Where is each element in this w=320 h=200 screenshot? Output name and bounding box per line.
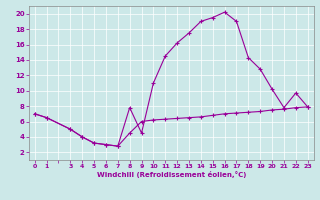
X-axis label: Windchill (Refroidissement éolien,°C): Windchill (Refroidissement éolien,°C) bbox=[97, 171, 246, 178]
